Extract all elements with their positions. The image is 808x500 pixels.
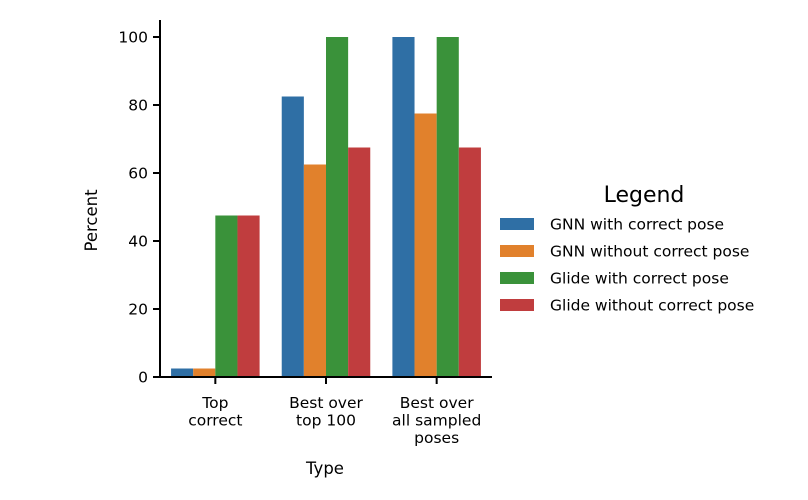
x-axis-title: Type (305, 459, 344, 478)
bar-series-1-cat-1 (303, 164, 326, 377)
legend-swatch (500, 272, 534, 284)
bars-layer (171, 37, 481, 377)
bar-series-3-cat-2 (458, 147, 481, 377)
bar-series-1-cat-2 (414, 113, 437, 377)
bar-series-2-cat-0 (215, 215, 238, 377)
bar-series-3-cat-1 (348, 147, 371, 377)
y-tick-label: 60 (128, 165, 148, 183)
x-ticks: Top correct Best over top 100 Best over all s… (188, 377, 481, 447)
bar-series-2-cat-1 (326, 37, 349, 377)
y-tick-label: 80 (128, 97, 148, 115)
bar-series-2-cat-2 (436, 37, 459, 377)
legend-title: Legend (604, 183, 685, 208)
y-tick-label: 40 (128, 233, 148, 251)
y-ticks: 0 20 40 60 80 100 (118, 29, 160, 387)
bar-series-1-cat-0 (193, 368, 216, 377)
x-tick-label: Best over all sampled poses (392, 394, 481, 447)
legend-label: Glide with correct pose (550, 270, 729, 288)
legend-label: Glide without correct pose (550, 297, 754, 315)
y-tick-label: 20 (128, 301, 148, 319)
bar-series-0-cat-0 (171, 368, 194, 377)
legend: Legend GNN with correct pose GNN without … (500, 183, 754, 315)
legend-items: GNN with correct pose GNN without correct… (500, 216, 754, 315)
bar-series-0-cat-1 (281, 96, 304, 377)
bar-series-3-cat-0 (237, 215, 260, 377)
legend-swatch (500, 245, 534, 257)
legend-label: GNN without correct pose (550, 243, 749, 261)
y-tick-label: 100 (118, 29, 148, 47)
y-axis-title: Percent (82, 189, 101, 252)
x-tick-label: Top correct (188, 394, 242, 430)
legend-label: GNN with correct pose (550, 216, 724, 234)
bar-series-0-cat-2 (392, 37, 415, 377)
y-tick-label: 0 (138, 369, 148, 387)
x-tick-label: Best over top 100 (289, 394, 363, 430)
legend-swatch (500, 299, 534, 311)
legend-swatch (500, 218, 534, 230)
